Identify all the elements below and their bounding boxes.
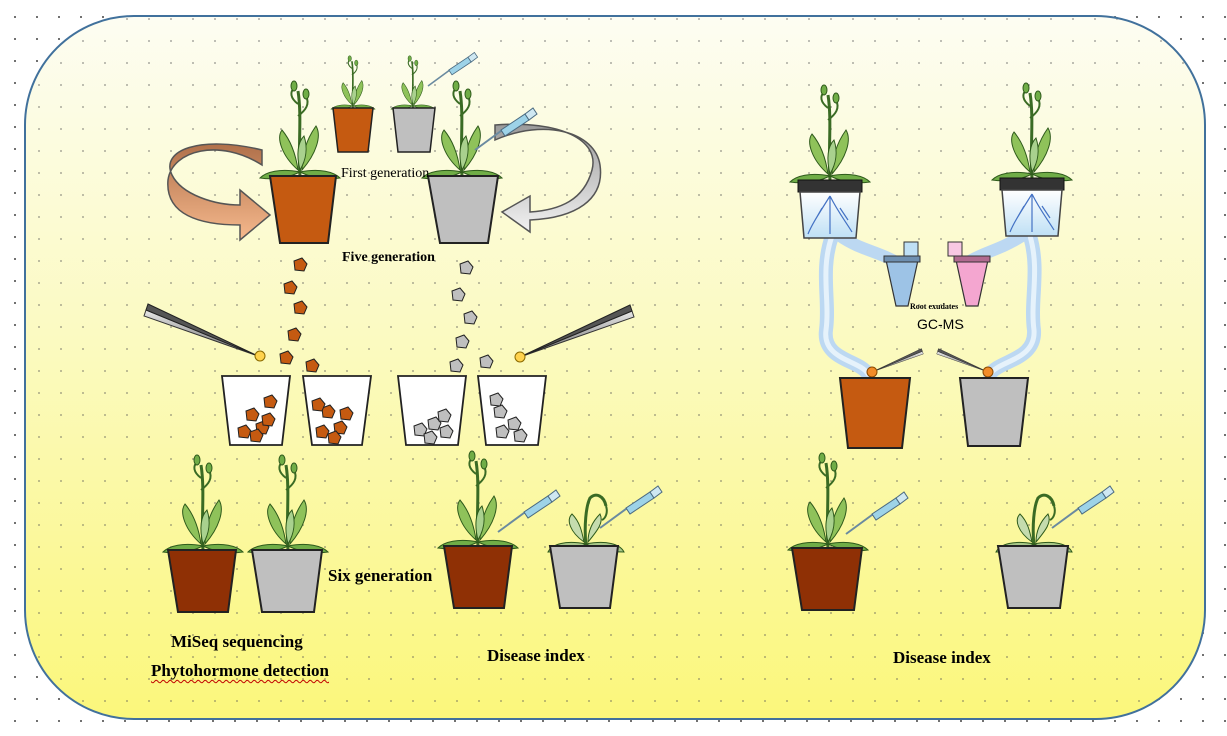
tube-blue (883, 241, 921, 307)
label-root-exudates: Root exudates (910, 302, 959, 311)
label-five-generation: Five generation (342, 250, 435, 265)
jar-left (788, 83, 872, 239)
label-gcms: GC-MS (917, 316, 964, 332)
label-disease-index-right: Disease index (893, 648, 991, 667)
label-six-generation: Six generation (328, 566, 433, 585)
cycle-arrow-left (167, 143, 272, 242)
tube-pink (947, 241, 991, 307)
label-disease-index-left: Disease index (487, 646, 585, 665)
cycle-arrow-right (494, 123, 602, 234)
label-miseq-sequencing: MiSeq sequencing (171, 632, 303, 651)
label-first-generation: First generation (341, 166, 430, 181)
label-phytohormone-detection: Phytohormone detection (151, 661, 330, 680)
jar-right (990, 81, 1074, 237)
